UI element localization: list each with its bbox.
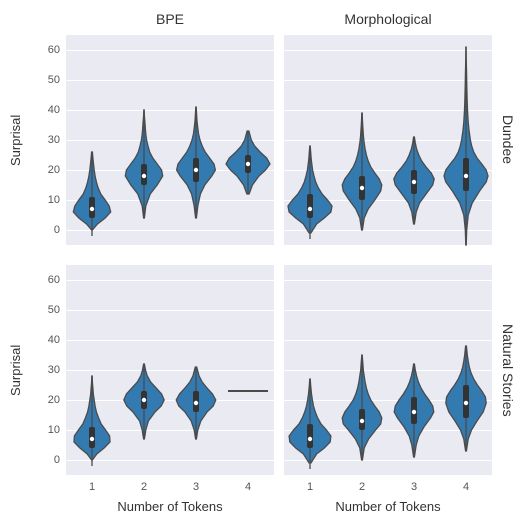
violin-median: [246, 162, 250, 166]
xtick-label: 4: [245, 481, 251, 493]
row-title-ns: Natural Stories: [500, 265, 516, 475]
violin-median: [464, 401, 468, 405]
xlabel-1: Number of Tokens: [284, 499, 492, 514]
xlabel-0: Number of Tokens: [66, 499, 274, 514]
xtick-label: 1: [89, 481, 95, 493]
ylabel-0: Surprisal: [8, 35, 23, 245]
ytick-label: 30: [48, 134, 60, 146]
ytick-label: 30: [48, 364, 60, 376]
xtick-label: 4: [463, 481, 469, 493]
ytick-label: 10: [48, 424, 60, 436]
ytick-label: 60: [48, 44, 60, 56]
ytick-label: 0: [54, 224, 60, 236]
ytick-label: 50: [48, 304, 60, 316]
ylabel-1: Surprisal: [8, 265, 23, 475]
ytick-label: 40: [48, 104, 60, 116]
panel-morph-dundee: [284, 35, 492, 245]
violin: [66, 35, 274, 245]
xtick-label: 2: [359, 481, 365, 493]
violin: [284, 265, 492, 475]
col-title-bpe: BPE: [66, 11, 274, 27]
ytick-label: 40: [48, 334, 60, 346]
ytick-label: 20: [48, 394, 60, 406]
panel-bpe-dundee: 0102030405060: [66, 35, 274, 245]
ytick-label: 50: [48, 74, 60, 86]
ytick-label: 0: [54, 454, 60, 466]
ytick-label: 10: [48, 194, 60, 206]
violin: [66, 265, 274, 475]
violin-median: [194, 401, 198, 405]
violin-median: [464, 174, 468, 178]
col-title-morph: Morphological: [284, 11, 492, 27]
ytick-label: 60: [48, 274, 60, 286]
xtick-label: 3: [411, 481, 417, 493]
xtick-label: 3: [193, 481, 199, 493]
panel-bpe-ns: 01020304050601234: [66, 265, 274, 475]
ytick-label: 20: [48, 164, 60, 176]
panel-morph-ns: 1234: [284, 265, 492, 475]
xtick-label: 1: [307, 481, 313, 493]
violin-single: [228, 390, 268, 392]
figure: BPE Morphological Dundee Natural Stories…: [0, 0, 522, 514]
xtick-label: 2: [141, 481, 147, 493]
violin: [284, 35, 492, 245]
row-title-dundee: Dundee: [500, 35, 516, 245]
